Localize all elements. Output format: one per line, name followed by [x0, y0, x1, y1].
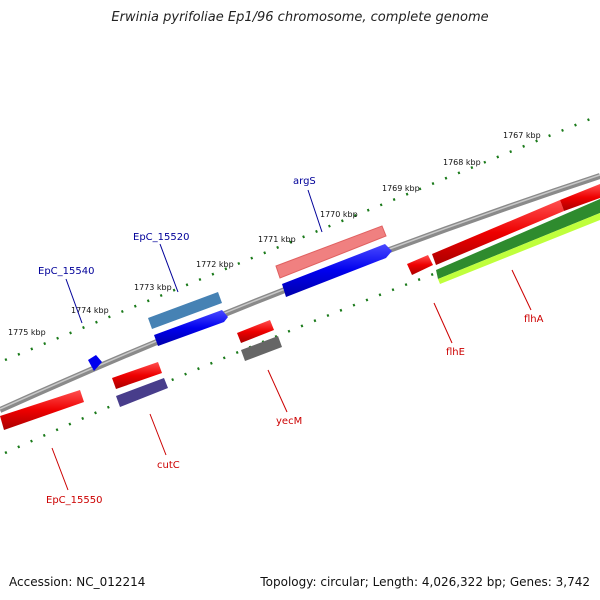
gene-flhE-arrow[interactable]	[407, 255, 433, 275]
gene-label-EpC_15520: EpC_15520	[133, 232, 189, 243]
gene-EpC_15520-second-arrow[interactable]	[154, 310, 228, 346]
tick-label-1773: 1773 kbp	[134, 283, 172, 292]
gene-label-flhA: flhA	[524, 314, 544, 325]
gene-yecM-second-arrow[interactable]	[241, 336, 282, 361]
lower-tick-ruler	[4, 210, 600, 455]
chromosome-backbone	[0, 173, 600, 413]
gene-label-flhE: flhE	[446, 347, 465, 358]
tick-label-1774: 1774 kbp	[71, 306, 109, 315]
gene-EpC_15550-arrow[interactable]	[0, 390, 84, 430]
gene-cutC-arrow[interactable]	[112, 362, 162, 389]
gene-label-yecM: yecM	[276, 416, 302, 427]
tick-label-1767: 1767 kbp	[503, 131, 541, 140]
gene-EpC_15540-arrow[interactable]	[88, 355, 102, 371]
gene-flhA-arrow[interactable]	[432, 200, 564, 265]
genome-summary: Topology: circular; Length: 4,026,322 bp…	[260, 575, 590, 589]
gene-label-cutC: cutC	[157, 460, 180, 471]
tick-label-1775: 1775 kbp	[8, 328, 46, 337]
gene-label-EpC_15550: EpC_15550	[46, 495, 102, 506]
gene-label-argS: argS	[293, 176, 316, 187]
tick-label-1768: 1768 kbp	[443, 158, 481, 167]
gene-argS-second-arrow[interactable]	[282, 244, 392, 297]
tick-label-1771: 1771 kbp	[258, 235, 296, 244]
map-title: Erwinia pyrifoliae Ep1/96 chromosome, co…	[111, 10, 489, 25]
gene-argS-arrow[interactable]	[275, 225, 387, 279]
tick-label-1769: 1769 kbp	[382, 184, 420, 193]
tick-label-1772: 1772 kbp	[196, 260, 234, 269]
tick-label-1770: 1770 kbp	[320, 210, 358, 219]
accession-label: Accession: NC_012214	[9, 575, 146, 589]
gene-flhA-third-arrow[interactable]	[436, 199, 600, 279]
upper-tick-ruler	[4, 113, 600, 362]
gene-yecM-arrow[interactable]	[237, 320, 274, 343]
gene-cutC-second-arrow[interactable]	[116, 378, 168, 407]
gene-EpC_15520-arrow[interactable]	[148, 292, 222, 329]
gene-flhA-fourth-arrow[interactable]	[438, 213, 600, 284]
gene-label-EpC_15540: EpC_15540	[38, 266, 94, 277]
gene-flhA-second-arrow[interactable]	[560, 184, 600, 211]
